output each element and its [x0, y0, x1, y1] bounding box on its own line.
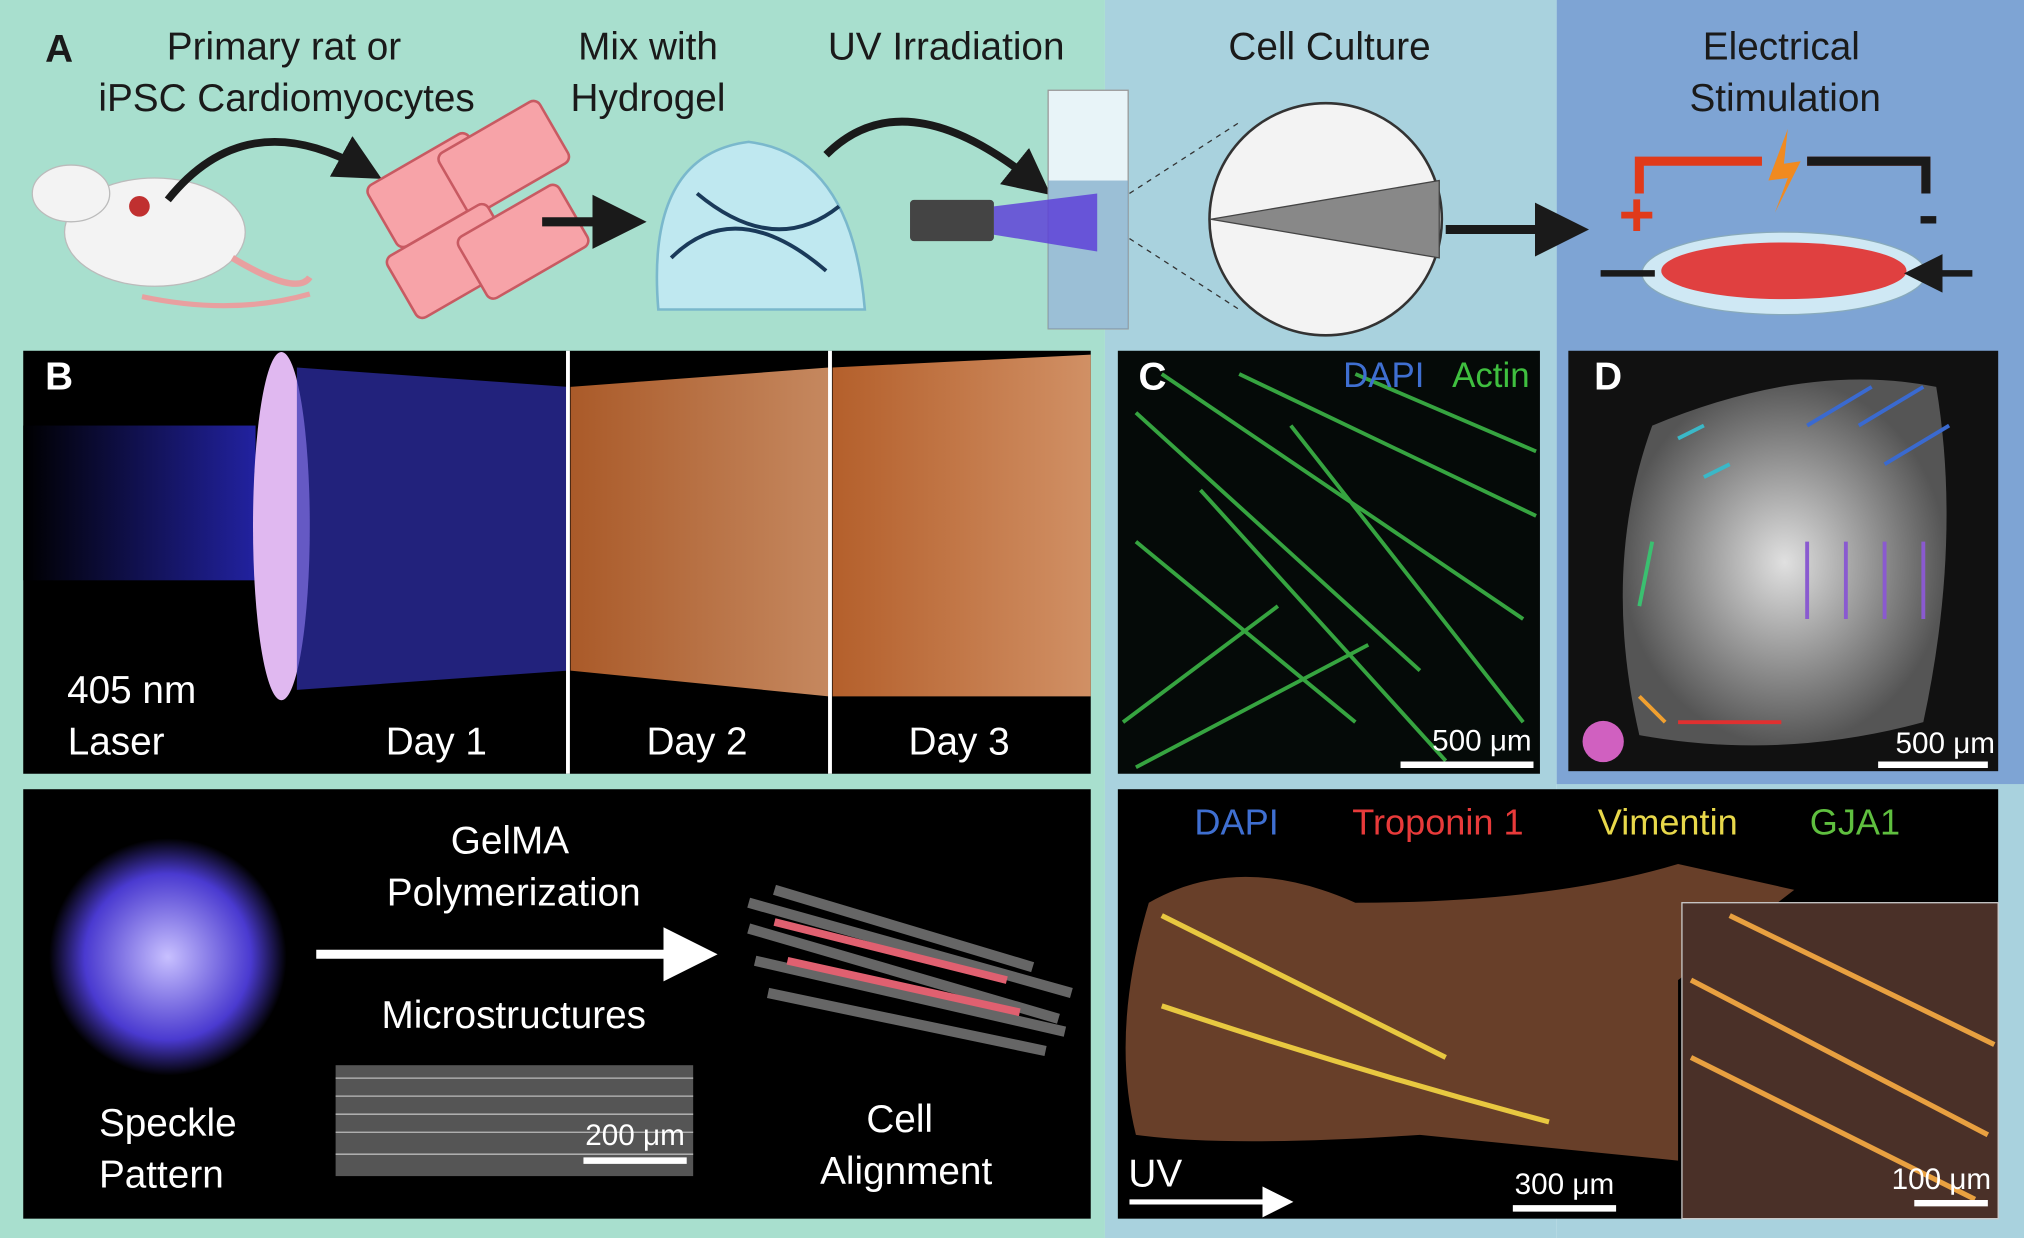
arrow: [164, 136, 382, 203]
step-title: UV Irradiation: [828, 25, 1065, 68]
tissue-cells: [1661, 242, 1907, 300]
tissue-stain-fibers: [1160, 913, 1550, 1125]
speckle-label: Pattern: [99, 1154, 224, 1197]
process-label: GelMA: [451, 820, 569, 863]
negative-sign: -: [1918, 181, 1939, 250]
actin-fibers: [1121, 372, 1537, 770]
microstructure-lines: [335, 1077, 694, 1155]
stain-label: DAPI: [1343, 356, 1424, 395]
circuit: [1807, 156, 1931, 194]
stain-label: Vimentin: [1598, 801, 1738, 842]
arrow: [823, 117, 1051, 196]
inset-fibers: [1689, 913, 1996, 1202]
color-wheel: [1582, 720, 1624, 763]
uv-label: UV: [1128, 1152, 1182, 1195]
positive-sign: +: [1619, 181, 1655, 250]
beams-day1: [296, 367, 568, 690]
rat-icon: [31, 164, 313, 309]
hydrogel-fibers: [669, 191, 841, 273]
alignment-label: Alignment: [820, 1150, 992, 1193]
step-title: Mix with: [578, 25, 718, 68]
step-title: Primary rat or: [167, 25, 402, 68]
fiber-wedge: [1210, 179, 1440, 259]
process-label: Polymerization: [387, 871, 641, 914]
uv-source: [910, 199, 994, 242]
scale-bar-label: 200 μm: [585, 1119, 685, 1152]
laser-label: 405 nm: [67, 669, 196, 712]
panel-label: C: [1139, 355, 1167, 398]
step-title: Cell Culture: [1228, 25, 1430, 68]
scale-bar-label: 100 μm: [1892, 1163, 1992, 1196]
scale-bar-label: 500 μm: [1432, 725, 1532, 758]
day-label: Day 1: [386, 720, 487, 763]
stain-label: DAPI: [1194, 801, 1278, 842]
step-title: Electrical: [1703, 25, 1860, 68]
bolt: [1768, 128, 1801, 213]
step-title: iPSC Cardiomyocytes: [98, 77, 474, 120]
cell-alignment-render: [747, 884, 1073, 1057]
scale-bar-label: 300 μm: [1515, 1168, 1615, 1201]
day-label: Day 3: [909, 720, 1010, 763]
displacement-vectors: [1637, 385, 1951, 725]
uv-beam: [993, 193, 1098, 252]
beams-day2: [570, 367, 829, 697]
step-title: Hydrogel: [571, 77, 726, 120]
speckle-label: Speckle: [99, 1102, 237, 1145]
process-label: Microstructures: [381, 994, 646, 1037]
cells-icon: [366, 99, 590, 320]
stain-label: Troponin 1: [1352, 801, 1523, 842]
day-label: Day 2: [646, 720, 747, 763]
tissue-image: [1622, 379, 1947, 746]
laser-beam: [23, 425, 256, 581]
tissue-stain-image: [1125, 864, 1795, 1161]
speckle-image: [49, 838, 287, 1076]
step-title: Stimulation: [1689, 77, 1880, 120]
panel-c: [1117, 350, 1540, 774]
zoom-lines: [1129, 121, 1240, 311]
scale-bar-label: 500 μm: [1895, 727, 1995, 760]
panel-label: B: [45, 355, 73, 398]
lens: [253, 352, 310, 701]
beams-day3: [832, 354, 1091, 697]
stain-label: GJA1: [1810, 801, 1900, 842]
panel-label: A: [45, 28, 73, 71]
alignment-label: Cell: [866, 1098, 933, 1141]
laser-label: Laser: [68, 720, 165, 763]
panel-label: D: [1594, 355, 1622, 398]
stain-label: Actin: [1452, 356, 1529, 395]
